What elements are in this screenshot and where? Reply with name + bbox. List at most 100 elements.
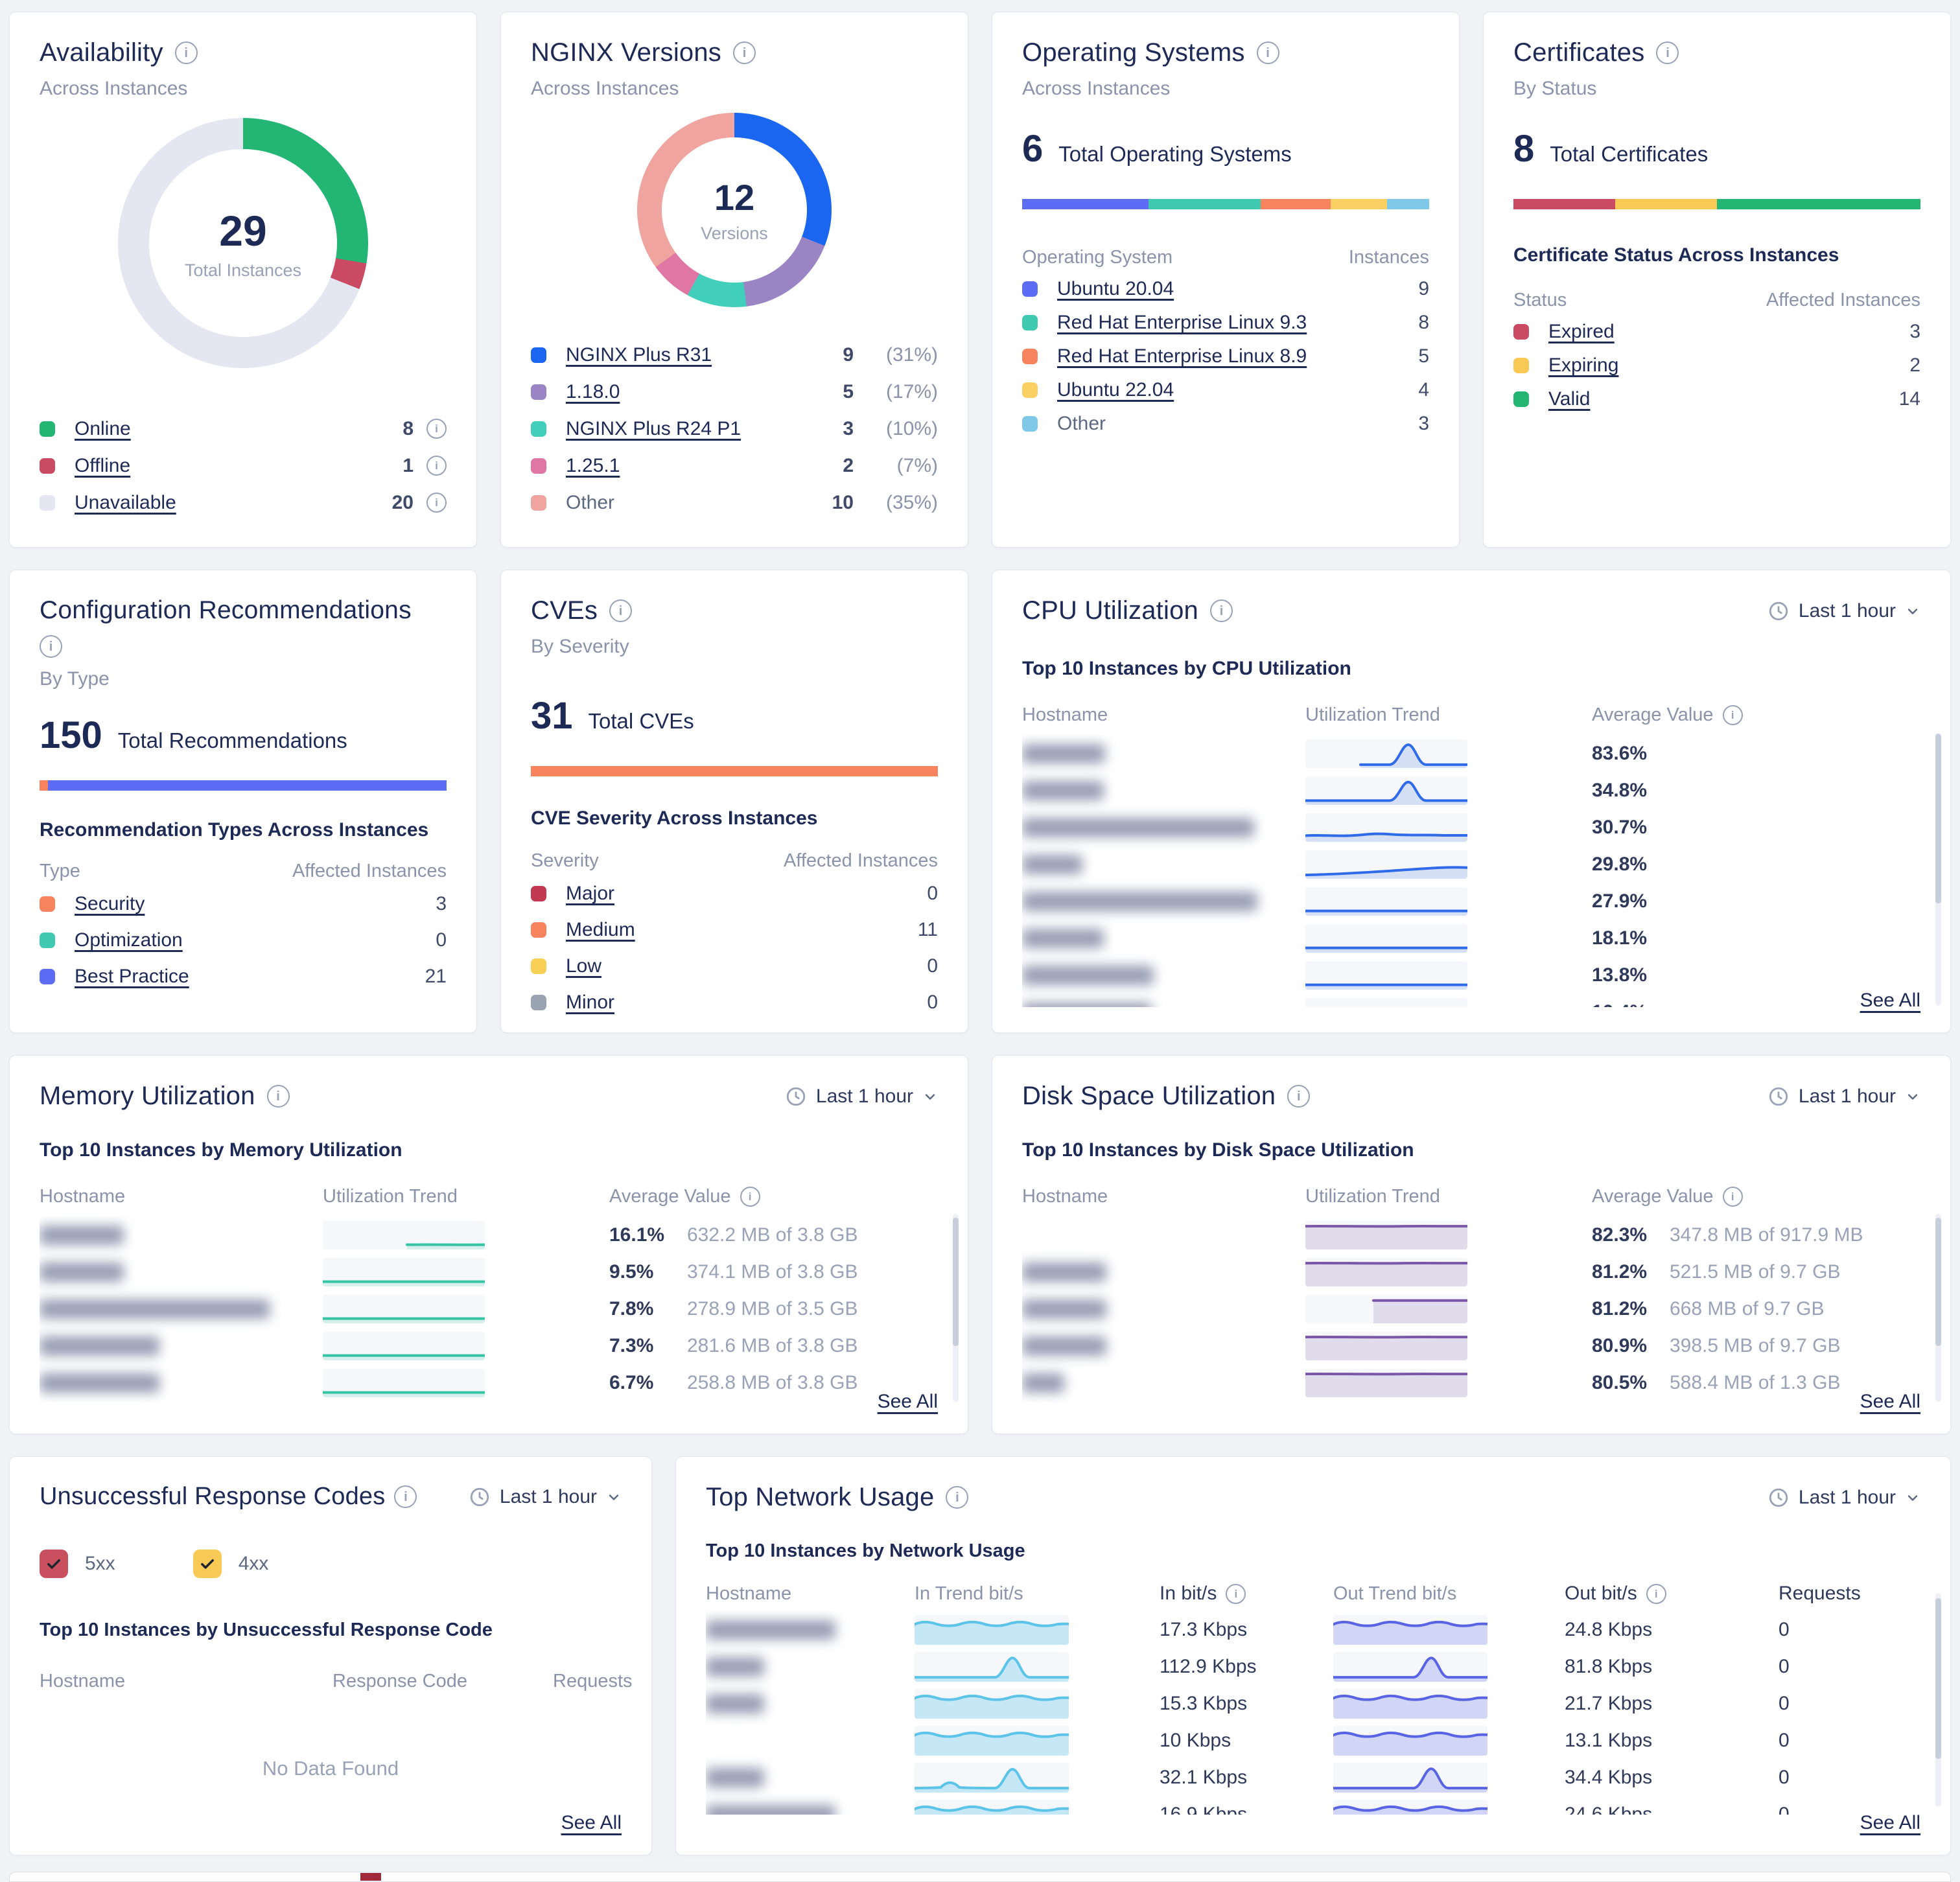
- time-range-select[interactable]: Last 1 hour: [1768, 600, 1920, 622]
- version-link[interactable]: NGINX Plus R31: [566, 343, 712, 366]
- legend-swatch: [1513, 391, 1529, 407]
- os-link[interactable]: Red Hat Enterprise Linux 9.3: [1057, 312, 1307, 333]
- severity-link[interactable]: Low: [566, 955, 602, 977]
- info-icon[interactable]: i: [394, 1485, 417, 1508]
- version-link[interactable]: NGINX Plus R24 P1: [566, 417, 741, 439]
- info-icon[interactable]: i: [426, 419, 447, 439]
- info-icon[interactable]: i: [426, 493, 447, 513]
- cves-stacked-bar: [531, 766, 938, 776]
- col-header-affected: Affected Instances: [292, 861, 447, 881]
- see-all-link[interactable]: See All: [561, 1812, 622, 1833]
- scrollbar-thumb[interactable]: [1935, 734, 1941, 903]
- col-header-hostname: Hostname: [40, 1671, 126, 1691]
- info-icon[interactable]: i: [1722, 1187, 1743, 1207]
- hostname-link[interactable]: [1022, 965, 1154, 985]
- card-title: Configuration Recommendations: [40, 596, 412, 624]
- hostname-link[interactable]: [706, 1693, 764, 1714]
- see-all-link[interactable]: See All: [877, 1391, 938, 1412]
- hostname-link[interactable]: [1022, 1373, 1064, 1393]
- hostname-link[interactable]: [1022, 928, 1104, 948]
- info-icon[interactable]: i: [946, 1486, 969, 1509]
- hostname-link[interactable]: [706, 1767, 764, 1787]
- time-range-select[interactable]: Last 1 hour: [785, 1086, 938, 1108]
- col-header-severity: Severity: [531, 850, 599, 871]
- info-icon[interactable]: i: [1656, 41, 1679, 64]
- status-link[interactable]: Unavailable: [75, 491, 176, 513]
- info-icon[interactable]: i: [1287, 1085, 1311, 1108]
- hostname-link[interactable]: [1022, 780, 1104, 800]
- hostname-link[interactable]: [1022, 891, 1257, 911]
- version-link[interactable]: Other: [566, 491, 615, 513]
- info-icon[interactable]: i: [40, 635, 62, 658]
- hostname-link[interactable]: [1022, 1336, 1106, 1356]
- hostname-link[interactable]: [1022, 1299, 1106, 1319]
- see-all-link[interactable]: See All: [1860, 990, 1920, 1011]
- see-all-link[interactable]: See All: [1860, 1812, 1920, 1833]
- hostname-link[interactable]: [40, 1299, 270, 1319]
- card-config-recommendations: Configuration Recommendations i By Type …: [9, 570, 477, 1033]
- info-icon[interactable]: i: [1226, 1583, 1246, 1604]
- in-trend-sparkline: [915, 1688, 1069, 1719]
- recommendation-type-link[interactable]: Security: [75, 893, 145, 914]
- hostname-link[interactable]: [706, 1804, 835, 1815]
- total-instances-label: Total Instances: [184, 260, 302, 280]
- hostname-link[interactable]: [40, 1336, 159, 1356]
- filter-label: 5xx: [85, 1553, 115, 1574]
- hostname-link[interactable]: [1022, 1262, 1106, 1282]
- hostname-link[interactable]: [706, 1620, 835, 1640]
- card-title: Availability: [40, 38, 163, 67]
- info-icon[interactable]: i: [266, 1085, 290, 1108]
- status-link[interactable]: Offline: [75, 454, 131, 476]
- hostname-link[interactable]: [1022, 1002, 1152, 1007]
- info-icon[interactable]: i: [733, 41, 756, 64]
- info-icon[interactable]: i: [1209, 599, 1233, 622]
- info-icon[interactable]: i: [174, 41, 198, 64]
- cpu-average-value: 34.8%: [1592, 779, 1648, 801]
- status-link[interactable]: Online: [75, 417, 131, 439]
- time-range-select[interactable]: Last 1 hour: [1768, 1086, 1920, 1108]
- response-code-checkbox[interactable]: [192, 1550, 222, 1578]
- cert-status-link[interactable]: Expiring: [1548, 354, 1619, 376]
- version-count: 9: [843, 343, 854, 366]
- scrollbar-thumb[interactable]: [1935, 1218, 1941, 1346]
- info-icon[interactable]: i: [609, 599, 633, 622]
- availability-donut-chart[interactable]: 29 Total Instances: [118, 118, 368, 368]
- severity-link[interactable]: Major: [566, 883, 615, 904]
- info-icon[interactable]: i: [740, 1187, 760, 1207]
- hostname-link[interactable]: [1022, 743, 1105, 763]
- see-all-link[interactable]: See All: [1860, 1391, 1920, 1412]
- cert-status-link[interactable]: Expired: [1548, 321, 1615, 342]
- version-link[interactable]: 1.18.0: [566, 380, 620, 402]
- severity-link[interactable]: Medium: [566, 919, 635, 940]
- time-range-select[interactable]: Last 1 hour: [469, 1486, 622, 1508]
- version-link[interactable]: 1.25.1: [566, 454, 620, 476]
- hostname-link[interactable]: [40, 1225, 124, 1245]
- info-icon[interactable]: i: [426, 456, 447, 476]
- scrollbar-thumb[interactable]: [953, 1218, 959, 1346]
- hostname-link[interactable]: [40, 1262, 124, 1282]
- hostname-link[interactable]: [1022, 817, 1254, 837]
- os-link[interactable]: Red Hat Enterprise Linux 8.9: [1057, 345, 1307, 367]
- recommendation-type-link[interactable]: Best Practice: [75, 966, 189, 987]
- os-link[interactable]: Ubuntu 22.04: [1057, 379, 1174, 401]
- info-icon[interactable]: i: [1722, 705, 1743, 725]
- hostname-link[interactable]: [706, 1656, 764, 1677]
- info-icon[interactable]: i: [1256, 41, 1279, 64]
- cpu-average-value: 29.8%: [1592, 853, 1648, 875]
- hostname-link[interactable]: [1022, 854, 1082, 874]
- section-title: Top 10 Instances by Disk Space Utilizati…: [1022, 1139, 1414, 1161]
- severity-link[interactable]: Minor: [566, 992, 615, 1013]
- out-bits-value: 13.1 Kbps: [1565, 1729, 1653, 1751]
- versions-donut-chart[interactable]: 12 Versions: [637, 113, 832, 307]
- recommendation-type-link[interactable]: Optimization: [75, 929, 183, 951]
- os-link[interactable]: Ubuntu 20.04: [1057, 278, 1174, 299]
- row-4: Unsuccessful Response Codes i Last 1 hou…: [9, 1456, 1951, 1855]
- hostname-link[interactable]: [40, 1373, 159, 1393]
- table-row: 10.4%: [1022, 993, 1920, 1007]
- time-range-select[interactable]: Last 1 hour: [1768, 1487, 1920, 1509]
- scrollbar-thumb[interactable]: [1935, 1598, 1941, 1759]
- os-link[interactable]: Other: [1057, 413, 1106, 434]
- info-icon[interactable]: i: [1646, 1583, 1666, 1604]
- response-code-checkbox[interactable]: [40, 1550, 68, 1578]
- cert-status-link[interactable]: Valid: [1548, 388, 1591, 410]
